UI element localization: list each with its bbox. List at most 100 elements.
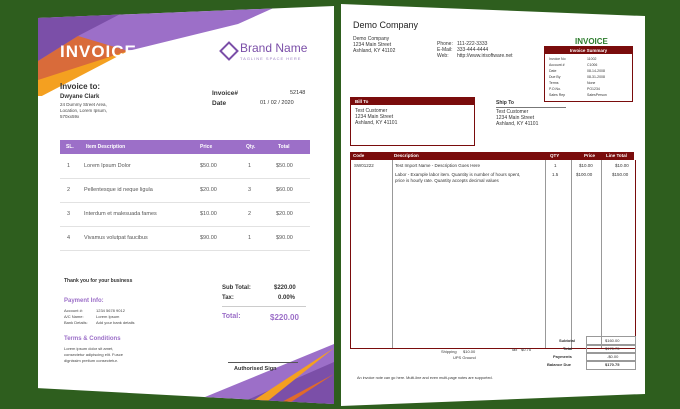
invoice-number-label: Invoice# [212,90,239,97]
cell-desc: Interdum et malesuada fames [84,211,157,217]
client-address-line: Location, Lorem Ipsum, [60,108,108,113]
bill-to-line: 1234 Main Street [355,114,394,120]
invoice-summary-box: Invoice Summary Invoice No 11002 Account… [544,46,633,102]
tax-label: Tax: [222,295,234,301]
cell-total: $60.00 [276,187,293,193]
divider [545,160,546,348]
payment-info-title: Payment Info: [64,298,104,304]
payment-value: Add your bank details [96,320,135,325]
totals-value: -$0.00 [607,354,619,359]
items-table-header: Code Description QTY Price Line Total [350,152,634,160]
column-header: Price [200,144,213,150]
item-total: $150.00 [612,172,629,177]
invoice-date: 01 / 02 / 2020 [260,100,294,106]
summary-value: PO1234 [587,87,600,91]
cell-total: $20.00 [276,211,293,217]
invoice-title: INVOICE [60,42,137,61]
total-label: Total: [222,313,241,320]
table-row: 1 Lorem Ipsum Dolor $50.00 1 $50.00 [60,154,310,179]
cell-sl: 3 [67,211,71,217]
contact-label: E-Mail: [437,47,453,53]
ship-to-line: Test Customer [496,109,529,115]
item-desc: Test Import Name - Description Goes Here [395,163,481,168]
cell-qty: 3 [248,187,252,193]
cell-qty: 2 [248,211,252,217]
cell-qty: 1 [248,163,252,169]
tax-value: 0.00% [278,295,296,301]
column-header: SL. [66,144,74,150]
column-header: Qty. [246,144,256,150]
divider [392,160,393,348]
bill-to-line: Ashland, KY 41101 [355,120,398,126]
bill-to-label: Bill To [351,98,474,105]
cell-total: $90.00 [276,235,293,241]
ship-to-line: 1234 Main Street [496,115,535,121]
cell-price: $50.00 [200,163,217,169]
summary-label: Invoice No [549,57,566,61]
totals-box: $170.75 [586,344,636,354]
item-total: $10.00 [615,163,629,168]
signature-line [228,362,298,363]
right-invoice-page: Demo Company Demo Company 1234 Main Stre… [341,4,645,406]
ship-via: UPS Ground [453,355,476,360]
header-decoration [38,6,278,96]
column-header: Price [584,153,596,158]
column-header: Description [394,153,419,158]
brand-name: Brand Name [240,41,308,55]
cell-price: $90.00 [200,235,217,241]
totals-box: $170.75 [586,360,636,370]
company-address-line: 1234 Main Street [353,42,392,48]
company-address-line: Ashland, KY 41102 [353,48,396,54]
client-name: Dwyane Clark [60,94,100,100]
ship-to-line: Ashland, KY 41101 [496,121,539,127]
summary-label: Date [549,69,557,73]
client-address-line: 570xx59x [60,114,80,119]
terms-line: Lorem ipsum dolor sit amet, [64,346,114,351]
thank-you-note: Thank you for your business [64,278,133,284]
contact-label: Web: [437,53,449,59]
contact-value: 333-444-4444 [457,47,489,53]
shipping-value: $10.00 [463,349,476,354]
cell-desc: Lorem Ipsum Dolor [84,163,131,169]
totals-value: $170.75 [605,362,620,367]
invoice-heading: INVOICE [575,37,608,46]
totals-label: Balance Due [547,362,572,367]
column-header: Total [278,144,290,150]
payment-value: Lorem Ipsum [96,314,120,319]
table-row: 3 Interdum et malesuada fames $10.00 2 $… [60,202,310,227]
cell-sl: 4 [67,235,71,241]
item-desc-line2: price is hourly rate. Quantity accepts d… [395,178,499,183]
subtotal-value: $220.00 [274,285,296,291]
brand-tagline: TAGLINE SPACE HERE [240,56,302,61]
totals-box: -$0.00 [586,352,636,362]
summary-value: 08-31-2008 [587,75,605,79]
payment-value: 1234 5678 9012 [96,308,125,313]
table-row: 4 Vivamus volutpat faucibus $90.00 1 $90… [60,226,310,251]
item-price: $100.00 [576,172,593,177]
cell-desc: Vivamus volutpat faucibus [84,235,148,241]
summary-value: None [587,81,596,85]
summary-label: Terms [549,81,559,85]
contact-label: Phone: [437,41,453,47]
terms-title: Terms & Conditions [64,336,121,342]
item-qty: 1.5 [552,172,559,177]
summary-title: Invoice Summary [545,47,632,54]
item-code: SW01222 [354,163,374,168]
payment-label: Account #: [64,308,83,313]
column-header: QTY [550,153,560,158]
ship-to-label: Ship To [496,100,514,106]
cell-qty: 1 [248,235,252,241]
divider [571,160,572,348]
summary-value: 08-14-2008 [587,69,605,73]
subtotal-label: Sub Total: [222,285,251,291]
terms-line: consectetur adipiscing elit. Fusce [64,352,123,357]
company-name: Demo Company [353,20,419,30]
cell-desc: Pellentesque id neque ligula [84,187,153,193]
summary-label: Sales Rep [549,93,566,97]
summary-label: P.O.No. [549,87,561,91]
item-qty: 1 [554,163,557,168]
tax-label: Tax [511,347,518,352]
footer-decoration [188,344,334,404]
cell-price: $20.00 [200,187,217,193]
cell-sl: 2 [67,187,71,193]
